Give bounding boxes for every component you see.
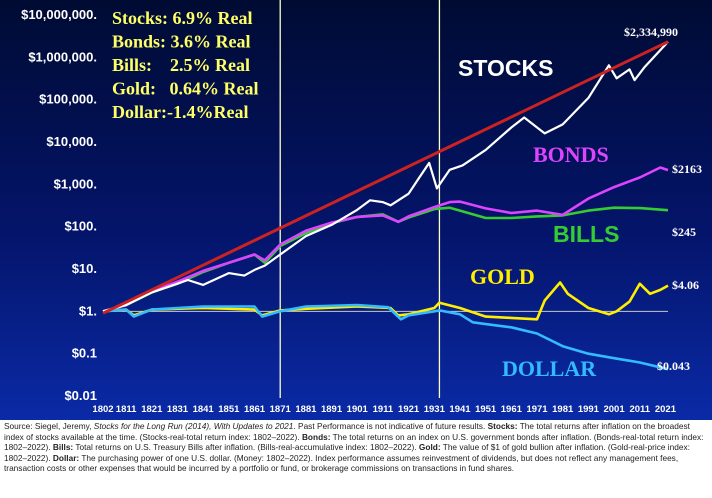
x-tick-label: 1951 [475, 404, 497, 415]
x-tick-label: 1931 [424, 404, 446, 415]
x-tick-label: 1901 [347, 404, 369, 415]
y-tick-label: $10,000,000. [21, 7, 97, 22]
x-tick-label: 1811 [116, 404, 137, 415]
y-tick-label: $100,000. [39, 92, 97, 107]
x-tick-label: 1831 [167, 404, 189, 415]
series-label-dollar: DOLLAR [502, 356, 597, 381]
series-label-bills: BILLS [553, 221, 619, 247]
x-tick-label: 1891 [321, 404, 343, 415]
x-tick-label: 2021 [655, 404, 677, 415]
y-tick-label: $1,000. [54, 176, 97, 191]
x-tick-label: 1921 [398, 404, 420, 415]
line-chart: $10,000,000. $1,000,000. $100,000. $10,000.… [21, 0, 702, 415]
series-label-bonds: BONDS [533, 142, 609, 167]
y-tick-label: $1,000,000. [28, 49, 97, 64]
x-tick-label: 1941 [449, 404, 471, 415]
x-tick-label: 1851 [218, 404, 240, 415]
real-return-stat: Bills: 2.5% Real [112, 55, 250, 75]
x-tick-label: 1881 [295, 404, 317, 415]
x-tick-label: 1991 [578, 404, 600, 415]
series-line-bonds [102, 166, 669, 313]
end-value-gold: $4.06 [672, 278, 699, 292]
series-line-gold [102, 281, 669, 321]
x-tick-label: 2001 [603, 404, 625, 415]
x-tick-label: 1871 [270, 404, 292, 415]
x-tick-label: 1841 [193, 404, 215, 415]
y-tick-label: $0.1 [72, 346, 97, 361]
x-tick-label: 1961 [501, 404, 523, 415]
series-line-stocks [102, 40, 669, 313]
source-note: Source: Siegel, Jeremy, Stocks for the L… [4, 421, 704, 474]
series-line-dollar [102, 303, 669, 371]
y-tick-label: $1. [79, 303, 97, 318]
series-label-gold: GOLD [470, 264, 535, 289]
x-tick-label: 1971 [526, 404, 548, 415]
real-return-stat: Gold: 0.64% Real [112, 79, 259, 99]
x-tick-label: 1981 [552, 404, 574, 415]
real-return-stat: Dollar:-1.4%Real [112, 102, 248, 122]
y-tick-label: $10,000. [46, 134, 97, 149]
end-value-bonds: $2163 [672, 162, 702, 176]
y-tick-label: $100. [64, 219, 97, 234]
end-value-bills: $245 [672, 225, 696, 239]
x-tick-label: 1861 [244, 404, 266, 415]
x-tick-label: 1821 [141, 404, 163, 415]
x-tick-label: 1911 [373, 404, 394, 415]
trend-line [102, 40, 669, 315]
x-tick-label: 2011 [629, 404, 650, 415]
y-tick-label: $0.01 [64, 388, 97, 403]
series-label-stocks: STOCKS [458, 55, 553, 81]
real-return-stat: Stocks: 6.9% Real [112, 8, 253, 28]
end-value-stocks: $2,334,990 [624, 25, 678, 39]
real-return-stat: Bonds: 3.6% Real [112, 32, 251, 52]
end-value-dollar: $0.043 [657, 359, 690, 373]
x-tick-label: 1802 [92, 404, 113, 415]
y-tick-label: $10. [72, 261, 97, 276]
